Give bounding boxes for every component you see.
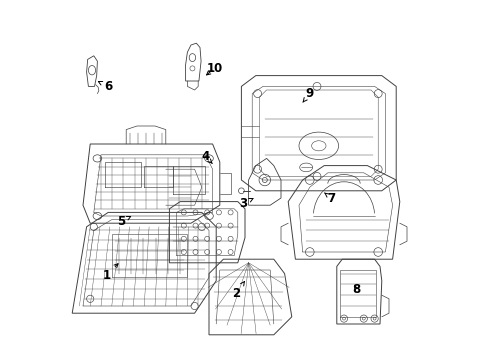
Text: 6: 6 — [98, 80, 112, 93]
Text: 7: 7 — [324, 192, 336, 204]
Text: 8: 8 — [352, 283, 361, 296]
Text: 10: 10 — [206, 62, 222, 75]
Text: 3: 3 — [239, 197, 253, 210]
Text: 4: 4 — [201, 150, 212, 163]
Text: 9: 9 — [303, 87, 314, 102]
Text: 5: 5 — [117, 215, 131, 228]
Text: 2: 2 — [232, 282, 245, 300]
Text: 1: 1 — [102, 264, 118, 282]
